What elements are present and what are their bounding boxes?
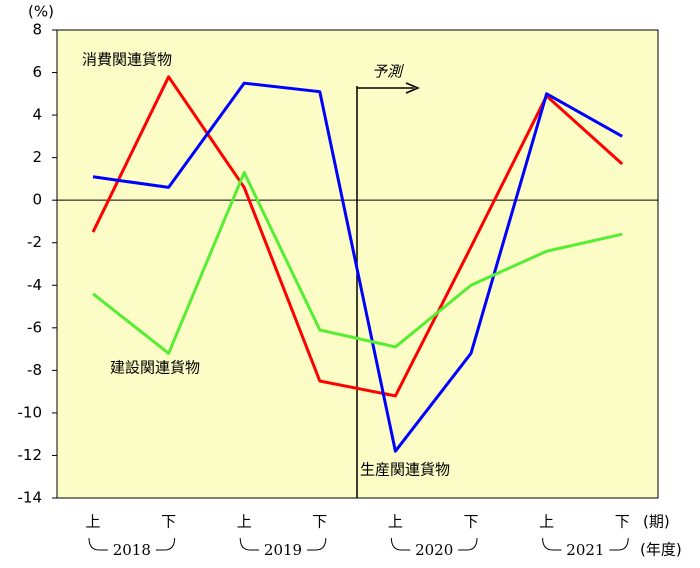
- y-tick-label: -8: [27, 361, 42, 379]
- y-tick-label: -10: [18, 403, 43, 421]
- y-tick-label: 8: [32, 21, 42, 39]
- year-bracket: [239, 537, 327, 551]
- x-tick-label: 下: [463, 513, 478, 531]
- x-tick-label: 上: [85, 513, 100, 531]
- y-axis-label: (%): [28, 3, 54, 21]
- x-tick-label: 上: [388, 513, 403, 531]
- x-tick-label: 下: [312, 513, 327, 531]
- y-tick-label: -2: [27, 233, 42, 251]
- y-tick-label: 0: [32, 191, 42, 209]
- series-label: 消費関連貨物: [82, 51, 172, 69]
- y-tick-label: 4: [32, 106, 42, 124]
- year-bracket: [390, 537, 478, 551]
- series-label: 建設関連貨物: [110, 359, 200, 377]
- arrow-head: [405, 82, 420, 94]
- year-bracket: [88, 537, 176, 551]
- x-tick-label: 上: [539, 513, 554, 531]
- year-bracket: [542, 537, 629, 551]
- x-tick-label: 下: [615, 513, 630, 531]
- y-tick-label: -6: [27, 318, 42, 336]
- year-label: 2020: [415, 541, 453, 559]
- y-tick-label: 6: [32, 63, 42, 81]
- y-tick-label: -14: [18, 489, 43, 507]
- x-tick-label: 下: [161, 513, 176, 531]
- y-tick-label: -4: [27, 276, 42, 294]
- series-line: [91, 75, 624, 398]
- year-label: 2018: [113, 541, 151, 559]
- series-line: [92, 81, 623, 453]
- x-axis-label: (期): [643, 513, 670, 531]
- year-label: 2019: [264, 541, 302, 559]
- series-label: 生産関連貨物: [360, 461, 450, 479]
- y-tick-label: -12: [18, 446, 43, 464]
- year-axis-label: (年度): [640, 541, 682, 559]
- annotation: 予測: [372, 63, 404, 81]
- year-label: 2021: [566, 541, 604, 559]
- y-tick-label: 2: [32, 148, 42, 166]
- x-tick-label: 上: [237, 513, 252, 531]
- series-line: [92, 171, 623, 355]
